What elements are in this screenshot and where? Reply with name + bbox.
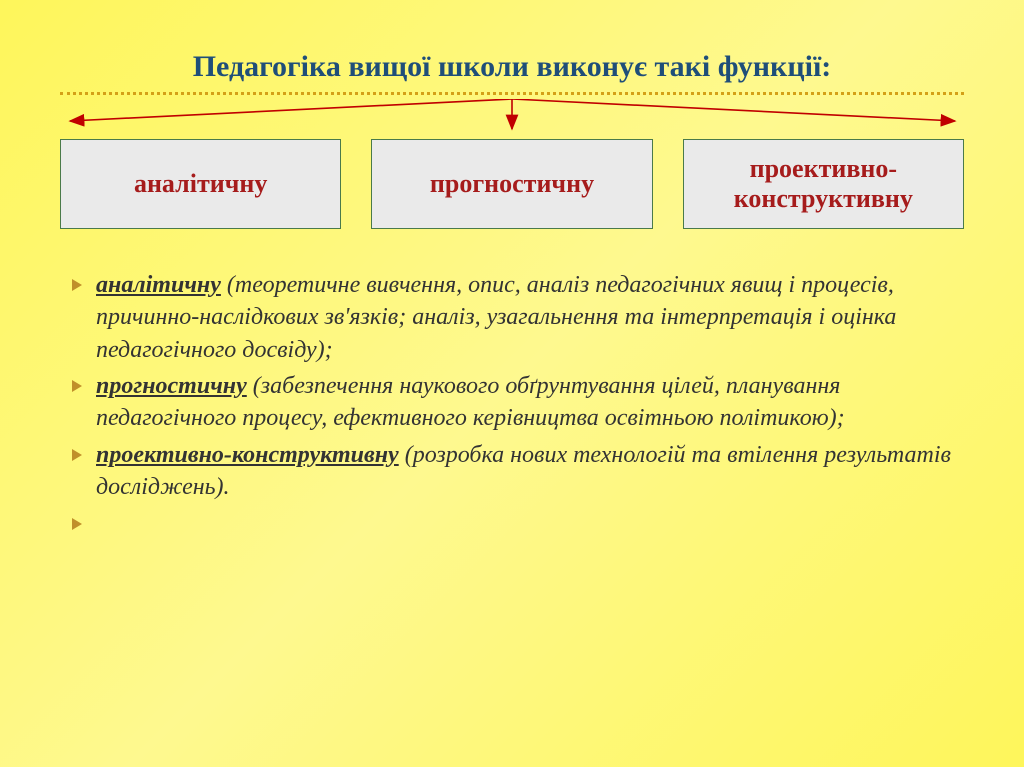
box-prognostic: прогностичну — [371, 139, 652, 229]
bullet-item-empty — [68, 508, 964, 524]
term-prognostic: прогностичну — [96, 373, 247, 399]
box-analytical: аналітичну — [60, 139, 341, 229]
bullet-list: аналітичну (теоретичне вивчення, опис, а… — [60, 269, 964, 524]
arrow-left — [70, 99, 512, 121]
dotted-divider — [60, 92, 964, 95]
bullet-item-prognostic: прогностичну (забезпечення наукового обґ… — [68, 370, 964, 435]
bullet-item-projective: проективно-конструктивну (розробка нових… — [68, 439, 964, 504]
term-projective: проективно-конструктивну — [96, 442, 399, 468]
term-analytical: аналітичну — [96, 272, 221, 298]
bullet-item-analytical: аналітичну (теоретичне вивчення, опис, а… — [68, 269, 964, 366]
page-title: Педагогіка вищої школи виконує такі функ… — [60, 50, 964, 84]
function-boxes: аналітичну прогностичну проективно-конст… — [60, 139, 964, 229]
box-projective: проективно-конструктивну — [683, 139, 964, 229]
arrows-diagram — [60, 99, 964, 133]
arrow-right — [512, 99, 955, 121]
